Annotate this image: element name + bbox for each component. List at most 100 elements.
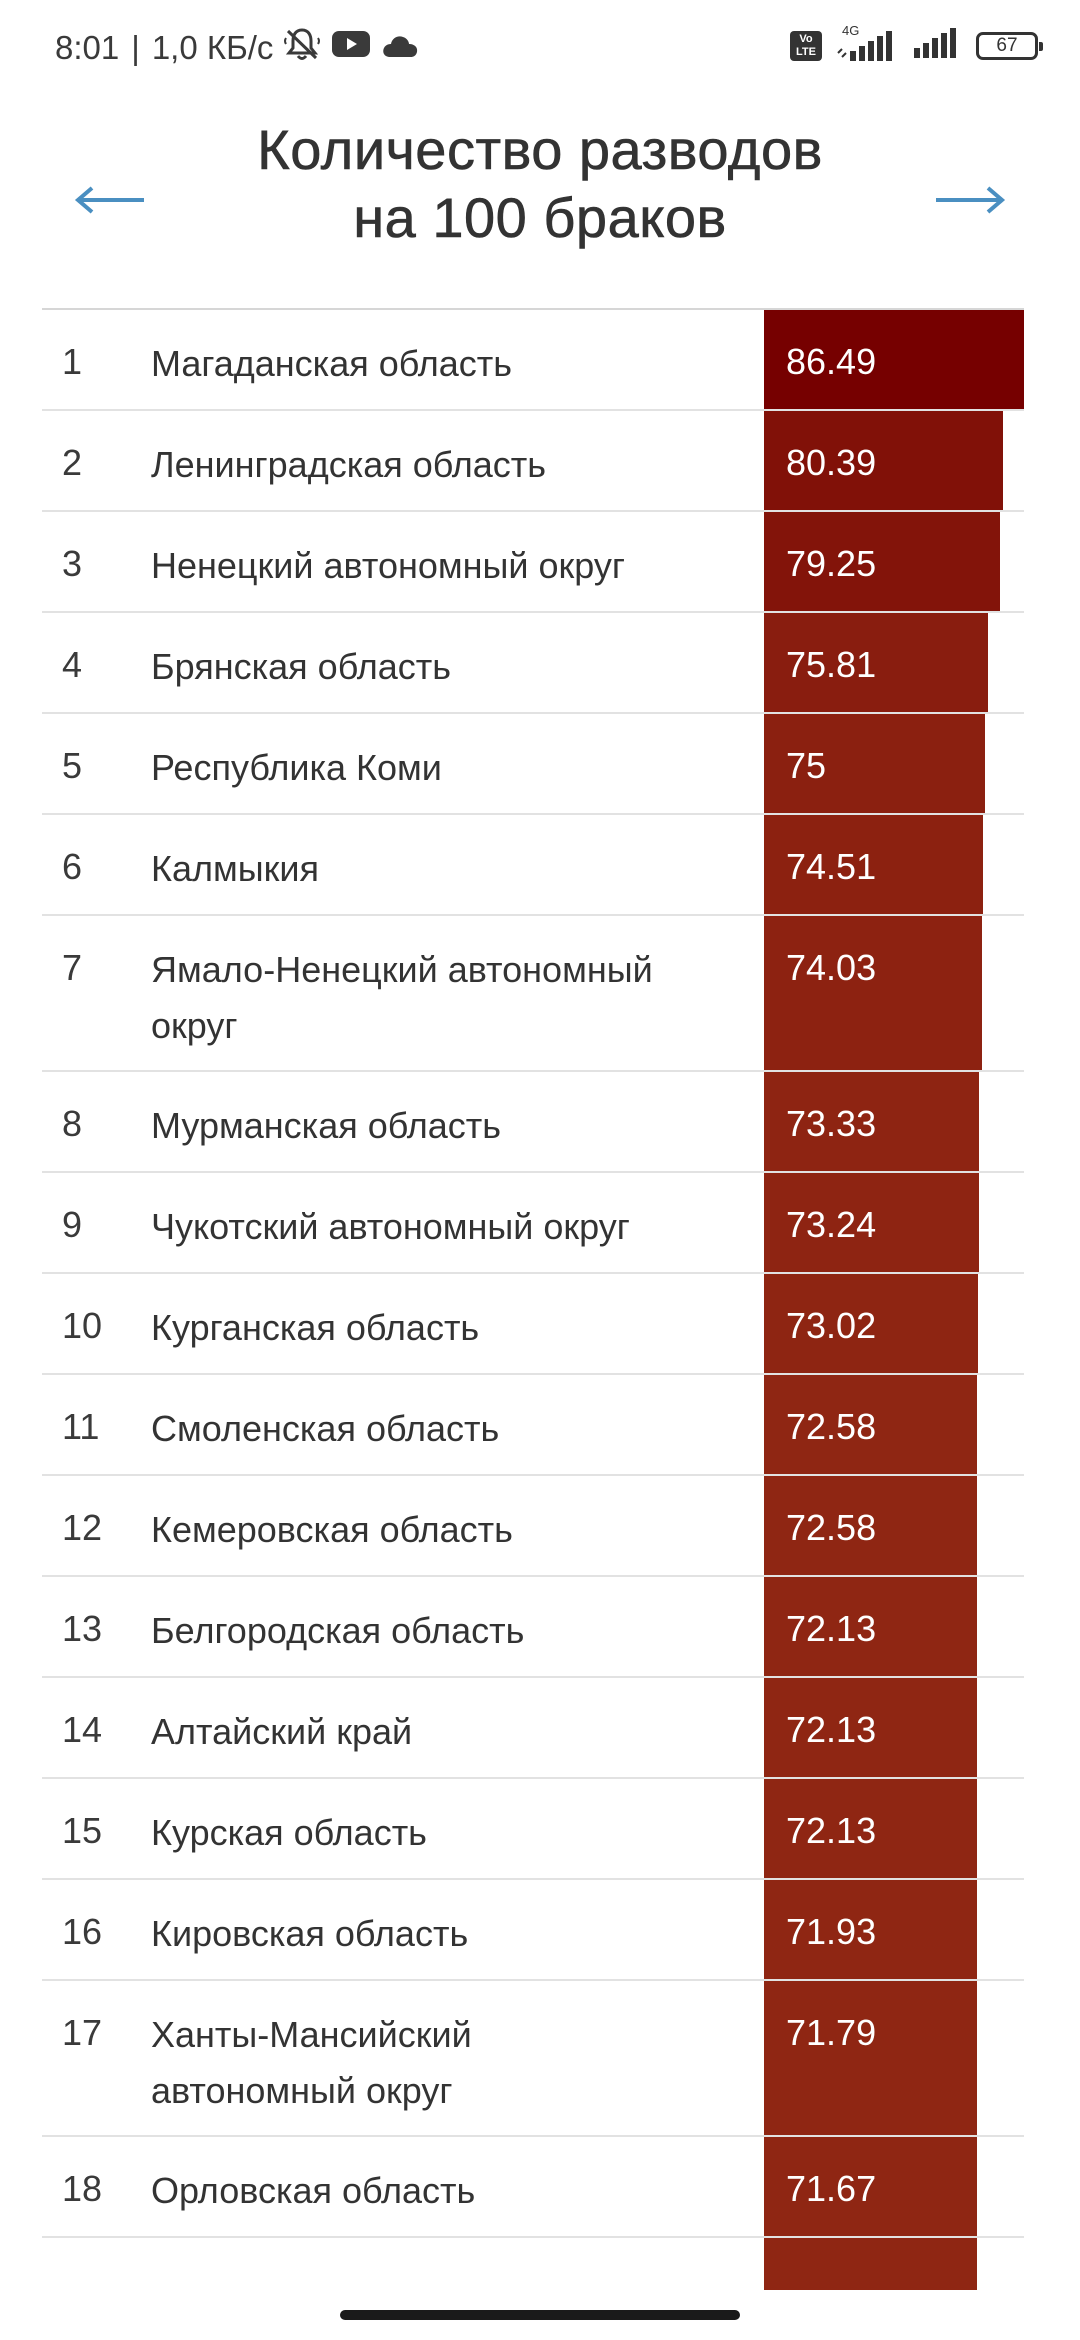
- row-value: 72.58: [786, 1507, 877, 1548]
- row-value: 71.67: [786, 2168, 877, 2209]
- value-bar: [764, 1678, 977, 1777]
- row-region-name: Кемеровская область: [151, 1509, 513, 1550]
- row-rank: 14: [62, 1709, 103, 1750]
- table-row: 8 Мурманская область 73.33: [42, 1072, 1024, 1173]
- table-row: 17 Ханты-Мансийский автономный округ 71.79: [42, 1981, 1024, 2137]
- row-region-name: Алтайский край: [151, 1711, 413, 1752]
- row-region-name: Орловская область: [151, 2170, 476, 2211]
- row-region-name: Чукотский автономный округ: [151, 1206, 630, 1247]
- row-value: 75: [786, 745, 827, 786]
- status-bar: 8:01 | 1,0 КБ/с: [0, 0, 1080, 96]
- row-value: 71.79: [786, 2012, 877, 2053]
- value-bar: [764, 714, 985, 813]
- row-region-name: Смоленская область: [151, 1408, 500, 1449]
- table-row: 7 Ямало-Ненецкий автономный округ 74.03: [42, 916, 1024, 1072]
- row-region-name: Брянская область: [151, 646, 451, 687]
- table-row: 4 Брянская область 75.81: [42, 613, 1024, 714]
- youtube-icon: [331, 29, 371, 67]
- row-rank: 6: [62, 846, 83, 887]
- page-title: Количество разводов на 100 браков: [180, 116, 900, 252]
- title-line-1: Количество разводов: [257, 118, 823, 182]
- row-rank: 12: [62, 1507, 103, 1548]
- value-bar: [764, 411, 1003, 510]
- arrow-right-icon: [936, 186, 1006, 214]
- table-row: 6 Калмыкия 74.51: [42, 815, 1024, 916]
- row-value: 86.49: [786, 341, 877, 382]
- next-button[interactable]: [930, 180, 1010, 220]
- table-row: 14 Алтайский край 72.13: [42, 1678, 1024, 1779]
- row-rank: 5: [62, 745, 83, 786]
- value-bar: [764, 1274, 978, 1373]
- status-separator: |: [131, 29, 140, 66]
- row-rank: 18: [62, 2168, 103, 2209]
- volte-icon: Vo LTE: [790, 30, 822, 61]
- prev-button[interactable]: [70, 180, 150, 220]
- table-row: 13 Белгородская область 72.13: [42, 1577, 1024, 1678]
- home-indicator[interactable]: [340, 2310, 740, 2320]
- table-row: 10 Курганская область 73.02: [42, 1274, 1024, 1375]
- table-row: 9 Чукотский автономный округ 73.24: [42, 1173, 1024, 1274]
- value-bar: [764, 1981, 977, 2135]
- table-row: 11 Смоленская область 72.58: [42, 1375, 1024, 1476]
- row-region-name: Мурманская область: [151, 1105, 502, 1146]
- value-bar: [764, 1577, 977, 1676]
- row-rank: 9: [62, 1204, 83, 1245]
- row-region-name: Кировская область: [151, 1913, 469, 1954]
- clock: 8:01: [55, 29, 120, 66]
- row-rank: 8: [62, 1103, 83, 1144]
- row-rank: 4: [62, 644, 83, 685]
- row-value: 72.58: [786, 1406, 877, 1447]
- row-rank: 16: [62, 1911, 103, 1952]
- value-bar: [764, 2137, 977, 2236]
- row-region-name: Ямало-Ненецкий автономный округ: [151, 949, 653, 1046]
- row-region-name: Калмыкия: [151, 848, 319, 889]
- network-speed: 1,0 КБ/с: [151, 29, 274, 66]
- value-bar: [764, 1375, 977, 1474]
- row-region-name: Ленинградская область: [151, 444, 547, 485]
- status-left: 8:01 | 1,0 КБ/с: [55, 26, 419, 70]
- row-value: 72.13: [786, 1709, 877, 1750]
- row-value: 80.39: [786, 442, 877, 483]
- table-row: 16 Кировская область 71.93: [42, 1880, 1024, 1981]
- value-bar: [764, 1880, 977, 1979]
- value-bar: [764, 1072, 979, 1171]
- notifications-muted-icon: [283, 26, 321, 70]
- value-bar: [764, 613, 988, 712]
- status-right: Vo LTE 4G: [790, 22, 1043, 65]
- row-rank: 10: [62, 1305, 103, 1346]
- table-row: 2 Ленинградская область 80.39: [42, 411, 1024, 512]
- table-row: 15 Курская область 72.13: [42, 1779, 1024, 1880]
- row-region-name: Ханты-Мансийский автономный округ: [151, 2014, 472, 2111]
- value-bar: [764, 916, 982, 1070]
- table-row: 12 Кемеровская область 72.58: [42, 1476, 1024, 1577]
- table-row: 1 Магаданская область 86.49: [42, 310, 1024, 411]
- row-region-name: Белгородская область: [151, 1610, 525, 1651]
- row-rank: 1: [62, 341, 83, 382]
- row-value: 72.13: [786, 1608, 877, 1649]
- row-value: 79.25: [786, 543, 877, 584]
- row-value: 73.24: [786, 1204, 877, 1245]
- value-bar: [764, 1779, 977, 1878]
- value-bar: [764, 310, 1024, 409]
- table-row: 18 Орловская область 71.67: [42, 2137, 1024, 2238]
- header: Количество разводов на 100 браков: [0, 110, 1080, 260]
- ranking-table: 1 Магаданская область 86.49 2 Ленинградская …: [42, 308, 1024, 2339]
- row-region-name: Курская область: [151, 1812, 427, 1853]
- row-rank: 2: [62, 442, 83, 483]
- row-rank: 3: [62, 543, 83, 584]
- row-rank: 13: [62, 1608, 103, 1649]
- table-row: 3 Ненецкий автономный округ 79.25: [42, 512, 1024, 613]
- value-bar: [764, 815, 983, 914]
- row-value: 73.33: [786, 1103, 877, 1144]
- row-value: 71.93: [786, 1911, 877, 1952]
- row-region-name: Курганская область: [151, 1307, 480, 1348]
- value-bar: [764, 1173, 979, 1272]
- row-region-name: Республика Коми: [151, 747, 442, 788]
- arrow-left-icon: [74, 186, 144, 214]
- row-value: 73.02: [786, 1305, 877, 1346]
- network-type: 4G: [842, 22, 860, 38]
- row-region-name: Магаданская область: [151, 343, 513, 384]
- row-rank: 15: [62, 1810, 103, 1851]
- row-value: 75.81: [786, 644, 877, 685]
